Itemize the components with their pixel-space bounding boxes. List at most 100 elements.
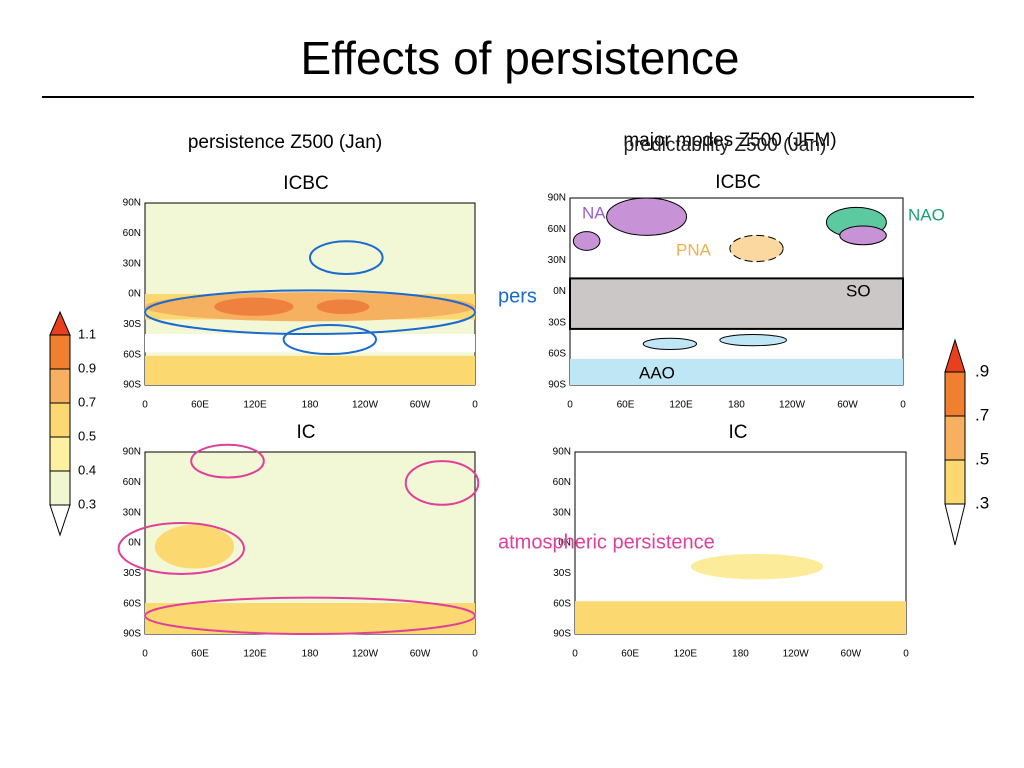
band: [569, 277, 904, 330]
cb-label: 1.1: [78, 326, 96, 341]
band: [145, 292, 475, 322]
lon-label: 120E: [243, 400, 267, 411]
lat-label: 60S: [123, 349, 141, 360]
band: [690, 553, 824, 580]
lon-label: 120W: [779, 400, 806, 411]
lon-label: 180: [732, 649, 749, 660]
cb-cell: [49, 470, 71, 506]
lat-label: 60N: [548, 224, 566, 235]
cb-cap: [944, 503, 966, 546]
band: [145, 334, 475, 353]
lon-label: 120W: [352, 649, 379, 660]
lat-label: 60S: [553, 598, 571, 609]
lon-label: 180: [728, 400, 745, 411]
mode: [606, 197, 688, 236]
mode: [839, 225, 887, 246]
panel-label: IC: [297, 422, 316, 443]
mode-label: NAO: [908, 205, 945, 224]
cb-cell: [944, 459, 966, 505]
colorbars: 1.1 0.9 0.7 0.5 0.4 0.3 .9 .7 .5 .3: [49, 310, 989, 546]
cb-cell: [49, 334, 71, 370]
lon-label: 0: [142, 649, 148, 660]
cb-label: .9: [975, 361, 989, 380]
lon-label: 0: [903, 649, 909, 660]
lon-label: 180: [302, 400, 319, 411]
cb-cell: [49, 436, 71, 472]
panel-label: ICBC: [283, 173, 328, 194]
mode: [572, 231, 601, 251]
lat-label: 90N: [123, 198, 141, 209]
lat-label: 90N: [548, 193, 566, 204]
cb-label: .7: [975, 405, 989, 424]
band: [570, 358, 903, 385]
cb-label: 0.7: [78, 394, 96, 409]
cb-cell: [49, 402, 71, 438]
mode: [719, 334, 787, 347]
mode-label: SO: [846, 281, 871, 300]
lat-label: 30N: [123, 507, 141, 518]
circle: [117, 521, 246, 575]
lat-label: 90S: [548, 380, 566, 391]
mode-label: AAO: [639, 363, 675, 382]
lat-label: 30S: [123, 568, 141, 579]
lon-label: 180: [302, 649, 319, 660]
cb-cap: [49, 310, 71, 336]
lat-label: 0N: [553, 286, 566, 297]
mode-label: NA: [582, 203, 606, 222]
lat-label: 90N: [553, 447, 571, 458]
lat-label: 0N: [558, 538, 571, 549]
panel-label: ICBC: [715, 172, 760, 193]
lat-label: 90S: [123, 380, 141, 391]
lon-label: 60E: [191, 649, 209, 660]
circle: [282, 323, 377, 356]
mode-label: pers: [498, 285, 537, 307]
lat-label: 0N: [128, 538, 141, 549]
circle: [404, 460, 480, 506]
cb-cap: [49, 504, 71, 537]
cb-label: 0.5: [78, 428, 96, 443]
lat-label: 90N: [123, 447, 141, 458]
mode-label: PNA: [676, 240, 712, 259]
circle: [144, 289, 476, 336]
lon-label: 0: [472, 649, 478, 660]
lon-label: 60W: [410, 649, 431, 660]
lat-label: 60S: [548, 348, 566, 359]
band: [154, 524, 235, 569]
lat-label: 30S: [553, 568, 571, 579]
slide-title: Effects of persistence: [301, 32, 740, 84]
heading: persistence Z500 (Jan): [188, 132, 382, 153]
lon-label: 60W: [841, 649, 862, 660]
lon-label: 0: [567, 400, 573, 411]
mode-label: atmospheric persistence: [498, 531, 715, 553]
cb-label: .5: [975, 449, 989, 468]
lat-label: 30N: [123, 258, 141, 269]
band: [145, 355, 475, 385]
mode: [642, 337, 698, 350]
lat-label: 90S: [553, 629, 571, 640]
cb-label: .3: [975, 493, 989, 512]
circle: [144, 596, 476, 635]
band: [316, 299, 370, 315]
heading: predictability Z500 (Jan): [624, 135, 827, 156]
lon-label: 120W: [783, 649, 810, 660]
lat-label: 60S: [123, 598, 141, 609]
cb-label: 0.9: [78, 360, 96, 375]
lat-label: 30S: [123, 319, 141, 330]
cb-label: 0.3: [78, 496, 96, 511]
lat-label: 60N: [553, 477, 571, 488]
cb-cell: [944, 371, 966, 417]
lon-label: 0: [142, 400, 148, 411]
lon-label: 60E: [191, 400, 209, 411]
cb-label: 0.4: [78, 462, 96, 477]
lat-label: 30N: [548, 255, 566, 266]
band: [214, 297, 294, 316]
lon-label: 60W: [837, 400, 858, 411]
lat-label: 90S: [123, 629, 141, 640]
heading: major modes Z500 (JFM): [623, 130, 836, 151]
circle: [190, 443, 265, 479]
lon-label: 60E: [621, 649, 639, 660]
lon-label: 120E: [669, 400, 693, 411]
lon-label: 0: [572, 649, 578, 660]
